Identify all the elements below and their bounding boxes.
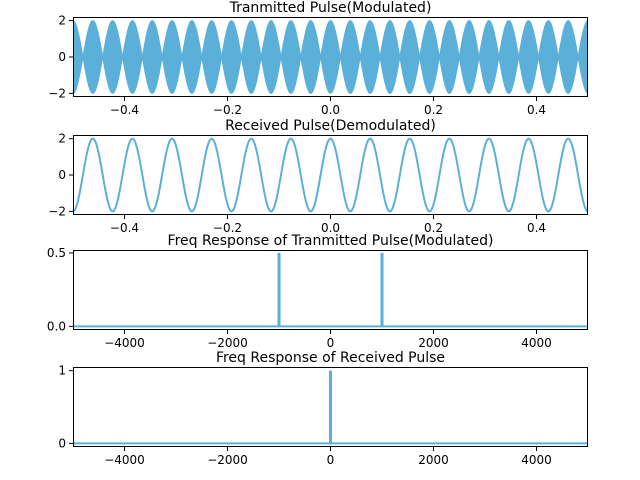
x-tick-label: −0.4 [110,103,139,117]
x-tick-label: −4000 [104,336,145,350]
x-tick-label: 2000 [418,453,449,467]
x-tick-label: 4000 [521,336,552,350]
y-tick-label: 0.0 [47,319,66,333]
x-tick-label: 0.2 [424,221,443,235]
axes-frame [73,135,588,215]
subplot-2: Received Pulse(Demodulated) −0.4 −0.2 0.0 0.… [48,118,589,235]
x-tick-label: 0.4 [527,103,546,117]
subplot-title: Freq Response of Tranmitted Pulse(Modula… [168,233,494,249]
x-tick-label: −4000 [104,453,145,467]
x-tick-label: 0 [327,336,335,350]
y-tick-label: 2 [58,132,66,146]
series-modulated-waveform [73,20,588,94]
x-tick-label: −0.4 [110,221,139,235]
axes-frame [73,17,588,97]
y-tick-label: −2 [48,204,66,218]
x-tick-label: −2000 [207,453,248,467]
y-tick-label: 0.5 [47,246,66,260]
subplot-title: Received Pulse(Demodulated) [225,118,436,134]
subplot-title: Freq Response of Received Pulse [216,350,445,366]
x-tick-label: 0 [327,453,335,467]
y-tick-label: 1 [58,364,66,378]
x-tick-label: 0.0 [321,221,340,235]
x-tick-label: 0.0 [321,103,340,117]
subplot-3: Freq Response of Tranmitted Pulse(Modula… [47,233,588,350]
subplot-1: Tranmitted Pulse(Modulated) −0.4 −0.2 0.0 0.… [48,0,588,117]
y-tick-label: 0 [58,168,66,182]
x-tick-label: −2000 [207,336,248,350]
subplot-title: Tranmitted Pulse(Modulated) [229,0,432,16]
y-tick-label: 0 [58,50,66,64]
series-demodulated-waveform [72,137,589,213]
x-tick-label: −0.2 [213,103,242,117]
x-tick-label: 0.4 [527,221,546,235]
x-tick-label: 0.2 [424,103,443,117]
y-tick-label: −2 [48,86,66,100]
x-tick-label: 4000 [521,453,552,467]
y-tick-label: 2 [58,14,66,28]
x-tick-label: −0.2 [213,221,242,235]
axes-frame [73,250,588,330]
axes-frame [73,367,588,447]
y-tick-label: 0 [58,436,66,450]
x-tick-label: 2000 [418,336,449,350]
subplot-4: Freq Response of Received Pulse −4000 −200… [58,350,588,467]
